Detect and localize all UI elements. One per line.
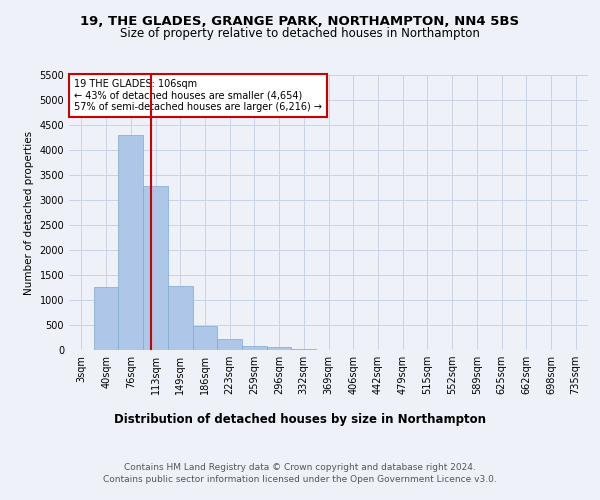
Text: Distribution of detached houses by size in Northampton: Distribution of detached houses by size … [114,412,486,426]
Bar [242,346,267,350]
Y-axis label: Number of detached properties: Number of detached properties [24,130,34,294]
Bar [193,326,217,350]
Text: Size of property relative to detached houses in Northampton: Size of property relative to detached ho… [120,28,480,40]
Text: 19 THE GLADES: 106sqm
← 43% of detached houses are smaller (4,654)
57% of semi-d: 19 THE GLADES: 106sqm ← 43% of detached … [74,79,322,112]
Bar [168,286,193,350]
Bar [118,135,143,350]
Text: 19, THE GLADES, GRANGE PARK, NORTHAMPTON, NN4 5BS: 19, THE GLADES, GRANGE PARK, NORTHAMPTON… [80,15,520,28]
Bar [267,347,292,350]
Bar [292,348,316,350]
Text: Contains HM Land Registry data © Crown copyright and database right 2024.: Contains HM Land Registry data © Crown c… [124,462,476,471]
Bar [217,338,242,350]
Bar [143,186,168,350]
Bar [94,286,118,350]
Text: Contains public sector information licensed under the Open Government Licence v3: Contains public sector information licen… [103,475,497,484]
